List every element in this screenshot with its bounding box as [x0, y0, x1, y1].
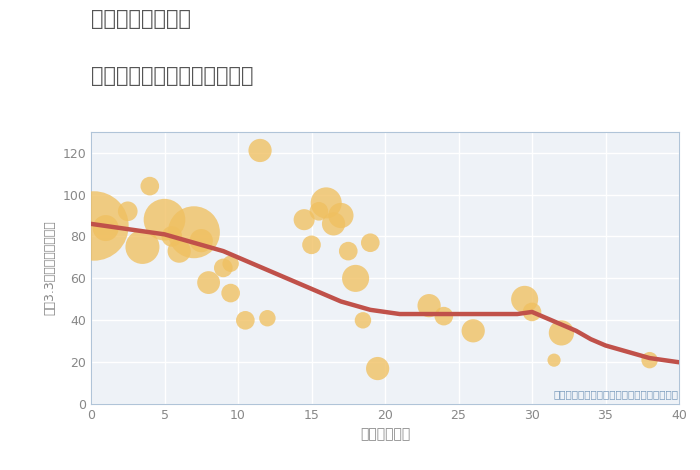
Point	[306, 241, 317, 249]
Point	[136, 243, 148, 251]
X-axis label: 築年数（年）: 築年数（年）	[360, 428, 410, 442]
Point	[314, 208, 325, 215]
Y-axis label: 坪（3.3㎡）単価（万円）: 坪（3.3㎡）単価（万円）	[43, 220, 57, 315]
Point	[159, 216, 170, 223]
Text: 円の大きさは、取引のあった物件面積を示す: 円の大きさは、取引のあった物件面積を示す	[554, 389, 679, 399]
Point	[549, 356, 560, 364]
Point	[372, 365, 384, 372]
Point	[358, 317, 369, 324]
Point	[100, 224, 111, 232]
Point	[203, 279, 214, 286]
Point	[519, 296, 531, 303]
Point	[174, 247, 185, 255]
Point	[195, 237, 207, 244]
Point	[343, 247, 354, 255]
Point	[298, 216, 309, 223]
Point	[218, 264, 229, 272]
Point	[468, 327, 479, 335]
Point	[239, 317, 251, 324]
Point	[335, 212, 346, 219]
Point	[644, 356, 655, 364]
Point	[88, 222, 99, 230]
Point	[424, 302, 435, 309]
Point	[438, 313, 449, 320]
Point	[144, 182, 155, 190]
Point	[350, 274, 361, 282]
Point	[225, 290, 237, 297]
Point	[188, 228, 199, 236]
Point	[225, 260, 237, 267]
Point	[321, 199, 332, 207]
Point	[255, 147, 266, 154]
Text: 三重県伊賀市治田: 三重県伊賀市治田	[91, 9, 191, 30]
Point	[122, 208, 133, 215]
Point	[167, 233, 178, 240]
Point	[262, 314, 273, 322]
Point	[328, 220, 340, 227]
Text: 築年数別中古マンション価格: 築年数別中古マンション価格	[91, 66, 253, 86]
Point	[556, 329, 567, 337]
Point	[365, 239, 376, 246]
Point	[526, 308, 538, 316]
